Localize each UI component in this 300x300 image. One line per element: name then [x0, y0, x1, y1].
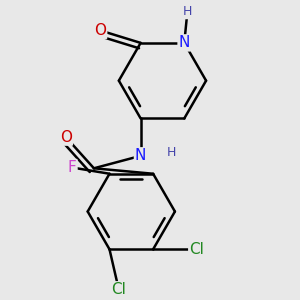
Text: O: O — [60, 130, 72, 145]
Text: Cl: Cl — [189, 242, 204, 257]
Text: N: N — [178, 35, 190, 50]
Text: H: H — [167, 146, 176, 159]
Text: N: N — [135, 148, 146, 163]
Text: H: H — [183, 5, 192, 18]
Text: F: F — [68, 160, 76, 175]
Text: O: O — [94, 23, 106, 38]
Text: Cl: Cl — [111, 282, 126, 297]
